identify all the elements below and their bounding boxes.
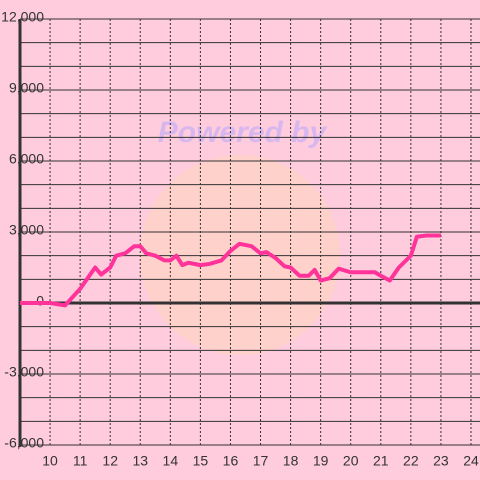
y-tick-label: 9,000 [9, 80, 44, 96]
x-tick-label: 13 [132, 453, 148, 469]
x-tick-label: 16 [223, 453, 239, 469]
x-tick-label: 20 [343, 453, 359, 469]
data-line [20, 233, 441, 308]
x-tick-label: 22 [403, 453, 419, 469]
y-tick-label: 12,000 [1, 9, 44, 25]
x-tick-label: 21 [373, 453, 389, 469]
x-tick-label: 12 [102, 453, 118, 469]
x-tick-label: 23 [433, 453, 449, 469]
watermark-image [140, 155, 340, 355]
x-tick-label: 14 [163, 453, 179, 469]
x-tick-label: 19 [313, 453, 329, 469]
x-tick-label: 17 [253, 453, 269, 469]
y-tick-label: 3,000 [9, 222, 44, 238]
y-tick-label: 0 [36, 293, 44, 309]
y-tick-label: -3,000 [4, 364, 44, 380]
watermark: Powered by [158, 116, 328, 149]
x-tick-label: 11 [73, 453, 88, 469]
x-tick-label: 24 [463, 453, 479, 469]
y-tick-label: 6,000 [9, 151, 44, 167]
y-tick-label: -6,000 [4, 435, 44, 451]
x-tick-label: 18 [283, 453, 299, 469]
x-tick-label: 15 [193, 453, 209, 469]
x-tick-label: 10 [42, 453, 58, 469]
